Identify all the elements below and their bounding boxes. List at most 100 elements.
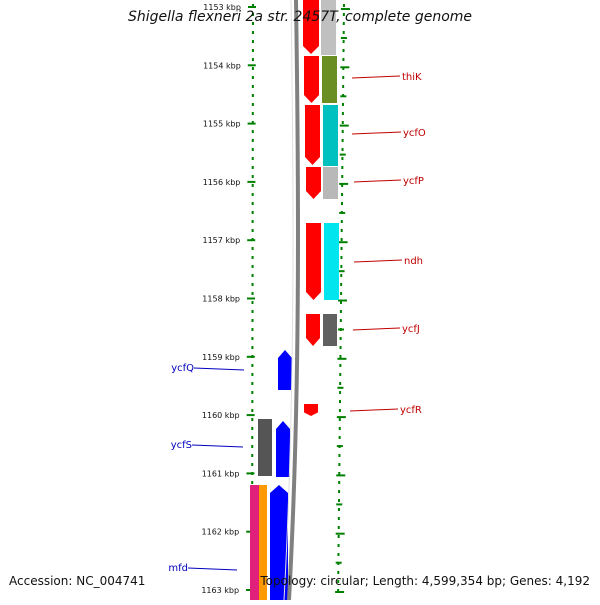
ruler-left-dot [251,292,254,295]
cog-block-darkgray [258,419,272,476]
ruler-left-dot [251,274,254,277]
ruler-right-major-tick [338,241,348,244]
ruler-right-major-tick [339,182,349,185]
ruler-left-dot [251,67,254,70]
ruler-left-dot [251,85,254,88]
ruler-major-tick [247,64,256,67]
ruler-right-minor-tick [336,503,343,506]
ruler-left-dot [251,121,254,124]
ruler-right-dot [340,202,343,205]
ruler-right-dot [342,40,345,43]
ruler-right-dot [339,346,342,349]
ruler-left-dot [251,418,254,421]
gene-label-line [193,367,245,371]
ruler-right-major-tick [336,474,346,477]
ruler-major-tick [247,180,256,183]
ruler-right-dot [338,481,341,484]
ruler-right-dot [337,535,340,538]
cog-block-gray [321,0,336,55]
ruler-right-dot [337,553,340,556]
ruler-right-dot [337,526,340,529]
ruler-major-tick [247,239,256,242]
ruler-left-dot [251,346,254,349]
cog-block-teal [323,105,338,166]
ruler-right-dot [339,319,342,322]
backbone-shadow [283,0,294,601]
ruler-left-dot [251,310,254,313]
ruler-left-dot [251,454,254,457]
ruler-right-major-tick [335,532,345,535]
gene-label-line [351,131,402,135]
ruler-left-dot [251,265,254,268]
ruler-left-dot [251,103,254,106]
gene-label-line [349,408,399,412]
ruler-left-dot [251,58,254,61]
gene-label-left: ycfS [171,440,192,451]
ruler-right-dot [338,418,341,421]
ruler-left-dot [251,31,254,34]
gene-label-line [353,179,402,183]
ruler-right-dot [337,517,340,520]
ruler-right-minor-tick [338,270,345,273]
cog-block-cyan [324,223,339,300]
ruler-left-dot [251,157,254,160]
ruler-right-major-tick [340,66,350,69]
gene-block-forward [306,223,321,300]
ruler-kbp-label: 1154 kbp [203,61,241,70]
ruler-left-dot [251,283,254,286]
ruler-kbp-label: 1159 kbp [202,353,240,362]
ruler-left-dot [251,328,254,331]
ruler-right-dot [338,436,341,439]
ruler-right-dot [341,139,344,142]
cog-block-orange [259,485,267,600]
ruler-left-dot [251,139,254,142]
gene-label-right: ndh [404,256,423,267]
gene-block-reverse [278,350,292,390]
ruler-left-dot [251,256,254,259]
ruler-right-dot [337,544,340,547]
ruler-right-dot [339,337,342,340]
ruler-right-dot [340,238,343,241]
ruler-ticks: 1153 kbp 1154 kbp 1155 kbp 1156 kbp 1157 kbp… [201,3,256,595]
ruler-right-minor-tick [338,328,345,331]
ruler-left-dot [251,436,254,439]
ruler-major-tick [246,414,255,417]
ruler-right-dot [340,247,343,250]
accession-text: Accession: NC_004741 [9,574,146,588]
ruler-right-dot [341,157,344,160]
ruler-right-dot [340,256,343,259]
ruler-right-minor-tick [339,211,346,214]
ruler-right-dot [337,589,340,592]
ruler-right-minor-tick [340,95,347,98]
ruler-left-dot [251,166,254,169]
ruler-right-major-tick [339,124,349,127]
ruler-kbp-label: 1155 kbp [203,120,241,129]
gene-block-forward [303,0,319,54]
gene-label-right: ycfO [403,128,426,139]
ruler-left-dot [251,202,254,205]
ruler-left-dot [251,175,254,178]
ruler-left-dot [251,481,254,484]
gene-block-forward [304,56,319,103]
ruler-right-dot [341,184,344,187]
ruler-kbp-label: 1157 kbp [202,236,240,245]
ruler-left-dot [251,49,254,52]
gene-label-left: mfd [168,563,188,574]
ruler-kbp-label: 1162 kbp [202,528,240,537]
gene-label-line [191,444,244,448]
ruler-right-dot [341,175,344,178]
ruler-right-dot [341,103,344,106]
ruler-right-dot [342,13,345,16]
cog-block-olive [322,56,337,103]
ruler-right-major-tick [335,591,345,593]
ruler-right-dot [338,472,341,475]
ruler-right-dot [340,220,343,223]
cog-block-gray [323,167,338,199]
cog-block-pink [250,485,259,600]
ruler-kbp-label: 1153 kbp [203,3,241,12]
gene-label-line [351,75,401,79]
ruler-left-dot [251,391,254,394]
ruler-kbp-label: 1158 kbp [202,295,240,304]
